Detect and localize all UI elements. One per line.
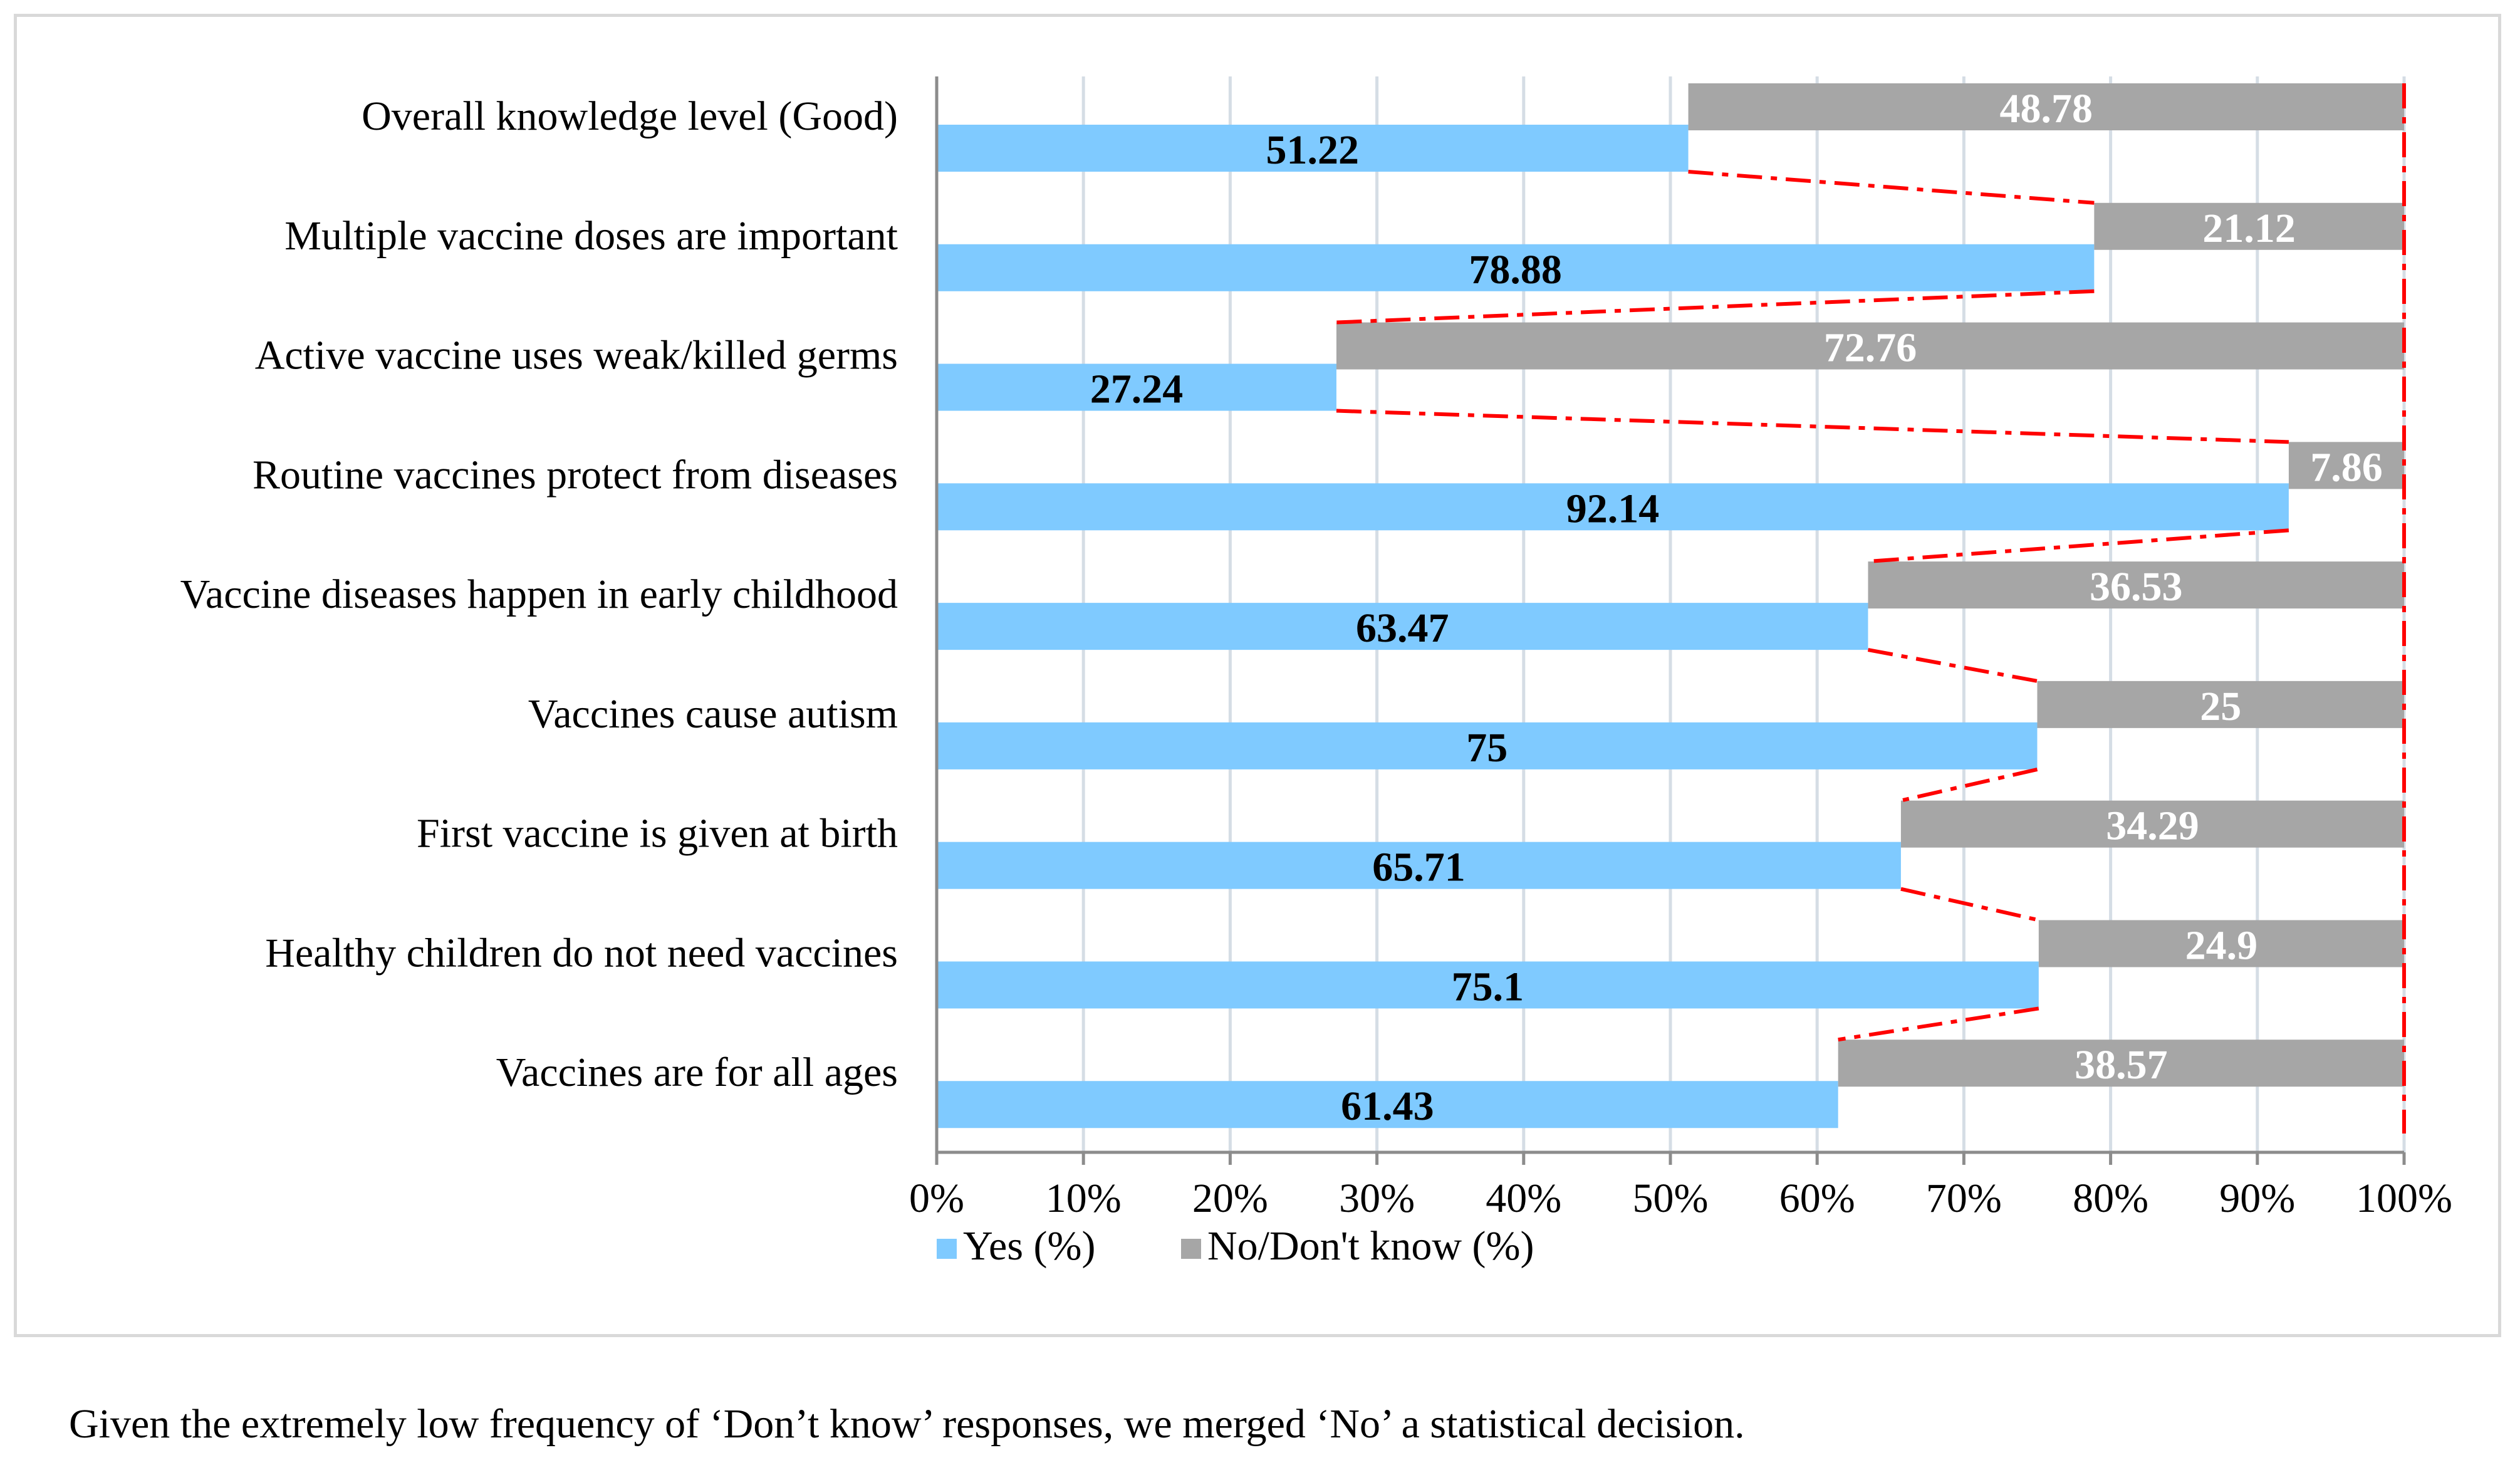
data-label-yes: 78.88 xyxy=(1469,247,1562,293)
labels: Overall knowledge level (Good) 51.22 48.78… xyxy=(180,86,2452,1221)
bar-no xyxy=(2038,920,2404,967)
bars xyxy=(937,83,2404,1129)
bar-yes xyxy=(937,363,1336,411)
category-label: Active vaccine uses weak/killed germs xyxy=(255,333,898,378)
x-tick-label: 80% xyxy=(2073,1175,2148,1221)
bar-no xyxy=(2288,442,2404,489)
connector-line xyxy=(1838,1006,2039,1042)
x-tick-label: 90% xyxy=(2219,1175,2295,1221)
bar-yes xyxy=(937,842,1901,889)
bar-yes xyxy=(937,603,1868,650)
legend-label-yes: Yes (%) xyxy=(963,1223,1095,1269)
legend: Yes (%) No/Don't know (%) xyxy=(937,1223,1534,1269)
bar-no xyxy=(2037,680,2404,728)
legend-label-no: No/Don't know (%) xyxy=(1207,1223,1534,1269)
connector-line xyxy=(1867,648,2038,683)
connector-line xyxy=(1336,409,2289,444)
data-label-yes: 27.24 xyxy=(1090,367,1184,412)
bar-no xyxy=(1868,561,2404,609)
connector-line xyxy=(1900,887,2039,922)
x-tick-label: 70% xyxy=(1926,1175,2002,1221)
x-tick-label: 0% xyxy=(909,1175,964,1221)
data-label-no: 7.86 xyxy=(2310,444,2383,490)
connector-line xyxy=(1336,289,2095,325)
bar-no xyxy=(1336,322,2404,370)
category-label: Vaccines cause autism xyxy=(528,691,898,737)
category-label: Overall knowledge level (Good) xyxy=(362,93,898,139)
data-label-yes: 51.22 xyxy=(1266,127,1360,173)
data-label-yes: 65.71 xyxy=(1372,845,1466,890)
data-label-yes: 92.14 xyxy=(1566,486,1660,531)
connector-lines xyxy=(1336,83,2406,1134)
bar-yes xyxy=(937,961,2039,1009)
category-label: Multiple vaccine doses are important xyxy=(284,213,898,259)
data-label-no: 24.9 xyxy=(2185,922,2258,968)
x-tick-label: 100% xyxy=(2356,1175,2452,1221)
category-label: Vaccines are for all ages xyxy=(496,1050,898,1095)
data-label-no: 48.78 xyxy=(2000,86,2093,132)
bar-no xyxy=(1688,83,2404,130)
x-tick-label: 50% xyxy=(1633,1175,1709,1221)
legend-swatch-no xyxy=(1181,1239,1201,1259)
bar-no xyxy=(2094,202,2404,250)
x-tick-label: 60% xyxy=(1779,1175,1855,1221)
x-tick-label: 10% xyxy=(1046,1175,1122,1221)
data-label-no: 38.57 xyxy=(2075,1042,2168,1088)
data-label-no: 36.53 xyxy=(2090,564,2183,610)
connector-line xyxy=(1868,528,2289,564)
data-label-yes: 63.47 xyxy=(1356,605,1449,651)
connector-line xyxy=(1688,170,2095,205)
data-label-yes: 75 xyxy=(1466,725,1507,771)
data-label-yes: 61.43 xyxy=(1341,1083,1434,1129)
data-label-no: 21.12 xyxy=(2202,206,2296,251)
legend-swatch-yes xyxy=(937,1239,957,1259)
footnote: Given the extremely low frequency of ‘Do… xyxy=(69,1401,1745,1447)
data-label-no: 25 xyxy=(2200,684,2241,729)
stacked-bar-chart: Overall knowledge level (Good) 51.22 48.78… xyxy=(180,76,2452,1269)
axes xyxy=(935,76,2406,1165)
connector-line xyxy=(1900,767,2038,803)
bar-no xyxy=(1900,800,2404,848)
bar-no xyxy=(1838,1040,2404,1087)
x-tick-label: 40% xyxy=(1486,1175,1561,1221)
data-label-no: 72.76 xyxy=(1824,325,1917,371)
chart-frame: Overall knowledge level (Good) 51.22 48.78… xyxy=(14,14,2501,1337)
category-label: Healthy children do not need vaccines xyxy=(265,930,898,976)
x-tick-label: 20% xyxy=(1192,1175,1268,1221)
data-label-yes: 75.1 xyxy=(1452,964,1524,1009)
bar-yes xyxy=(937,722,2038,769)
bar-yes xyxy=(937,1081,1838,1129)
category-label: Vaccine diseases happen in early childho… xyxy=(180,571,898,617)
bar-yes xyxy=(937,483,2289,531)
bar-yes xyxy=(937,125,1689,172)
x-tick-label: 30% xyxy=(1339,1175,1415,1221)
category-label: First vaccine is given at birth xyxy=(417,811,898,857)
data-label-no: 34.29 xyxy=(2106,803,2199,849)
category-label: Routine vaccines protect from diseases xyxy=(253,452,898,498)
bar-yes xyxy=(937,244,2095,291)
